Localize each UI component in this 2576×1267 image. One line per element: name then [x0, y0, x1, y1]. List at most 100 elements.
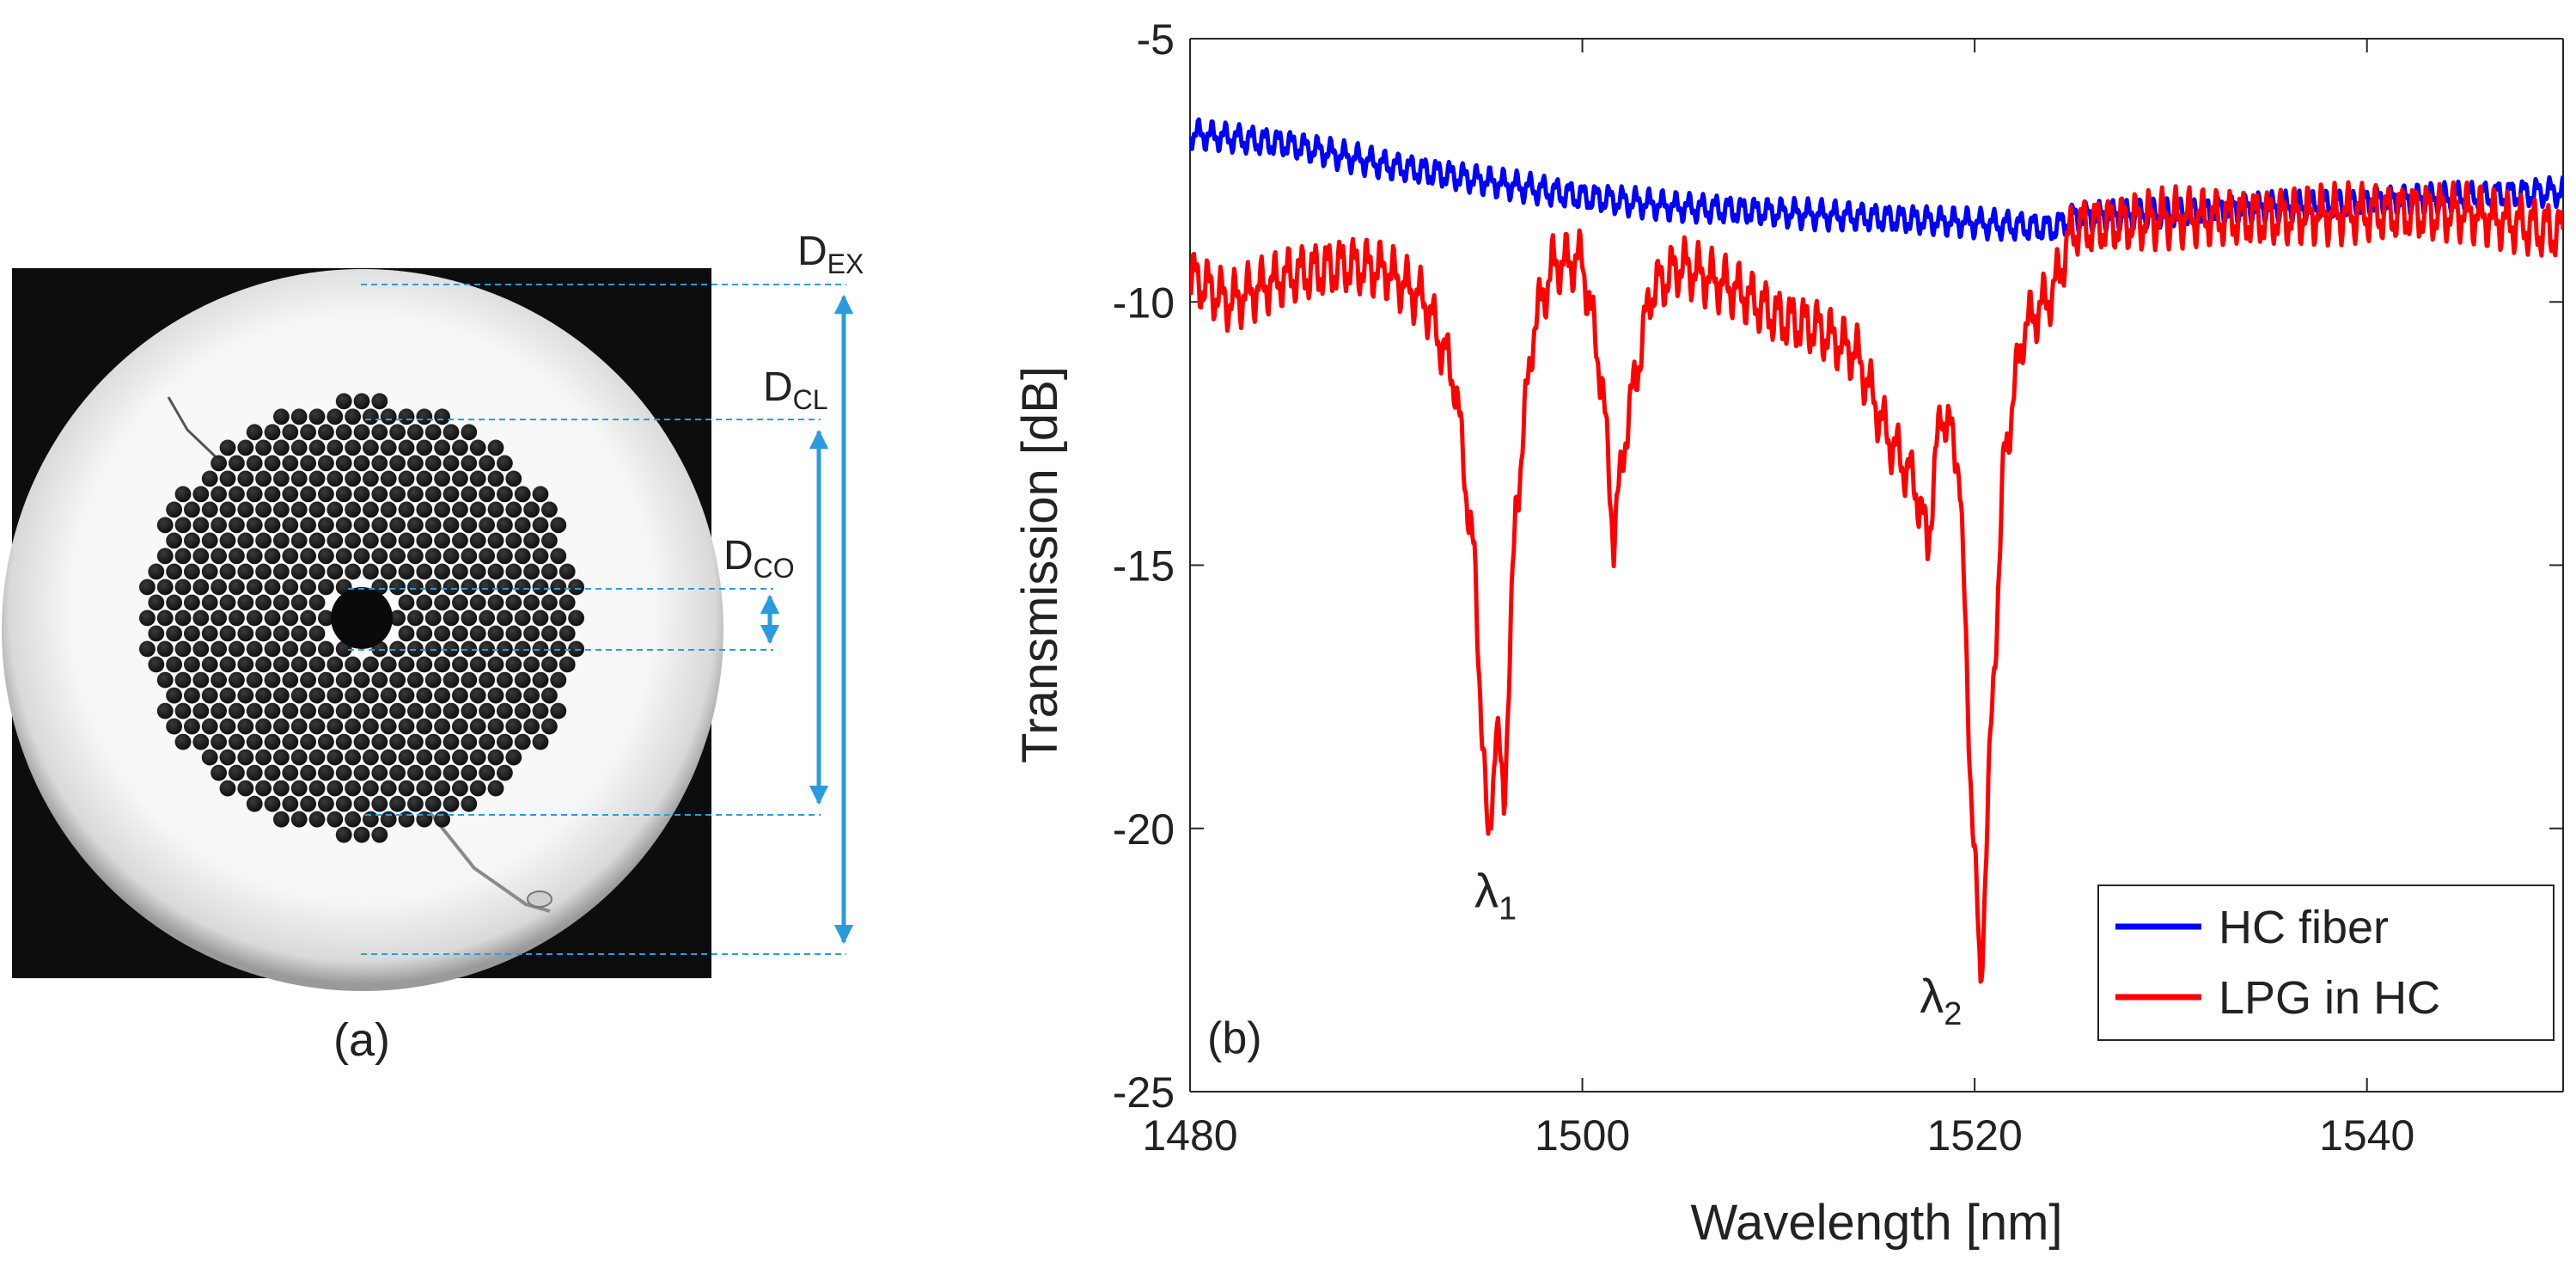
- capillary: [434, 656, 450, 673]
- capillary: [398, 563, 415, 580]
- capillary: [237, 501, 254, 518]
- capillary: [407, 702, 424, 719]
- capillary: [264, 517, 281, 534]
- capillary: [416, 439, 433, 456]
- capillary: [479, 733, 495, 750]
- capillary: [246, 486, 263, 503]
- capillary: [211, 702, 227, 719]
- capillary: [497, 455, 513, 472]
- capillary: [184, 532, 200, 549]
- capillary: [219, 594, 236, 611]
- capillary: [353, 733, 370, 750]
- x-tick-label: 1500: [1535, 1111, 1630, 1160]
- capillary: [211, 609, 227, 627]
- capillary: [532, 671, 549, 689]
- capillary: [497, 702, 513, 719]
- capillary: [416, 718, 433, 735]
- capillary: [201, 625, 218, 642]
- capillary: [327, 811, 344, 828]
- capillary: [434, 780, 450, 797]
- capillary: [300, 578, 316, 596]
- capillary: [469, 687, 486, 704]
- capillary: [353, 826, 370, 843]
- capillary: [273, 563, 290, 580]
- capillary: [398, 594, 415, 611]
- capillary: [255, 439, 272, 456]
- capillary: [308, 780, 326, 797]
- capillary: [156, 517, 174, 534]
- capillary: [184, 656, 200, 673]
- capillary: [273, 656, 290, 673]
- capillary: [192, 702, 210, 719]
- capillary: [237, 749, 254, 766]
- capillary: [416, 749, 433, 766]
- capillary: [461, 517, 478, 534]
- capillary: [523, 656, 540, 673]
- capillary: [371, 424, 388, 441]
- capillary: [461, 702, 478, 719]
- capillary: [514, 671, 531, 689]
- capillary: [273, 625, 290, 642]
- capillary: [443, 424, 460, 441]
- capillary: [246, 795, 263, 812]
- capillary: [416, 501, 433, 518]
- capillary: [318, 609, 334, 627]
- capillary: [273, 470, 290, 487]
- capillary: [184, 718, 200, 735]
- capillary: [487, 625, 504, 642]
- capillary: [424, 517, 442, 534]
- capillary: [273, 408, 290, 425]
- capillary: [461, 486, 478, 503]
- capillary: [353, 393, 370, 410]
- capillary: [532, 517, 549, 534]
- capillary: [550, 517, 567, 534]
- capillary: [300, 609, 316, 627]
- capillary: [424, 733, 442, 750]
- capillary: [237, 656, 254, 673]
- capillary: [559, 656, 576, 673]
- capillary: [505, 470, 522, 487]
- panel-b-label: (b): [1207, 1013, 1262, 1063]
- capillary: [416, 563, 433, 580]
- capillary: [407, 671, 424, 689]
- capillary: [434, 811, 450, 828]
- capillary: [229, 609, 245, 627]
- capillary: [416, 780, 433, 797]
- capillary: [156, 578, 174, 596]
- capillary: [308, 594, 326, 611]
- capillary: [353, 517, 370, 534]
- capillary: [308, 408, 326, 425]
- capillary: [318, 517, 334, 534]
- capillary: [416, 532, 433, 549]
- capillary: [353, 671, 370, 689]
- x-axis-title: Wavelength [nm]: [1690, 1195, 2062, 1251]
- capillary: [452, 470, 468, 487]
- capillary: [318, 702, 334, 719]
- capillary: [523, 532, 540, 549]
- data-series: [1190, 117, 2563, 984]
- x-tick-label: 1520: [1927, 1111, 2023, 1160]
- capillary: [192, 609, 210, 627]
- capillary: [398, 811, 415, 828]
- capillary: [363, 532, 379, 549]
- capillary: [246, 578, 263, 596]
- capillary: [246, 548, 263, 565]
- capillary: [363, 439, 379, 456]
- capillary: [541, 563, 558, 580]
- capillary: [345, 563, 361, 580]
- capillary: [246, 702, 263, 719]
- capillary: [469, 501, 486, 518]
- capillary: [497, 671, 513, 689]
- capillary: [434, 625, 450, 642]
- capillary: [237, 563, 254, 580]
- capillary: [327, 687, 344, 704]
- capillary: [264, 640, 281, 658]
- capillary: [156, 548, 174, 565]
- capillary: [290, 563, 308, 580]
- capillary: [335, 733, 352, 750]
- capillary: [514, 640, 531, 658]
- capillary: [469, 780, 486, 797]
- capillary: [505, 749, 522, 766]
- capillary: [345, 501, 361, 518]
- capillary: [308, 439, 326, 456]
